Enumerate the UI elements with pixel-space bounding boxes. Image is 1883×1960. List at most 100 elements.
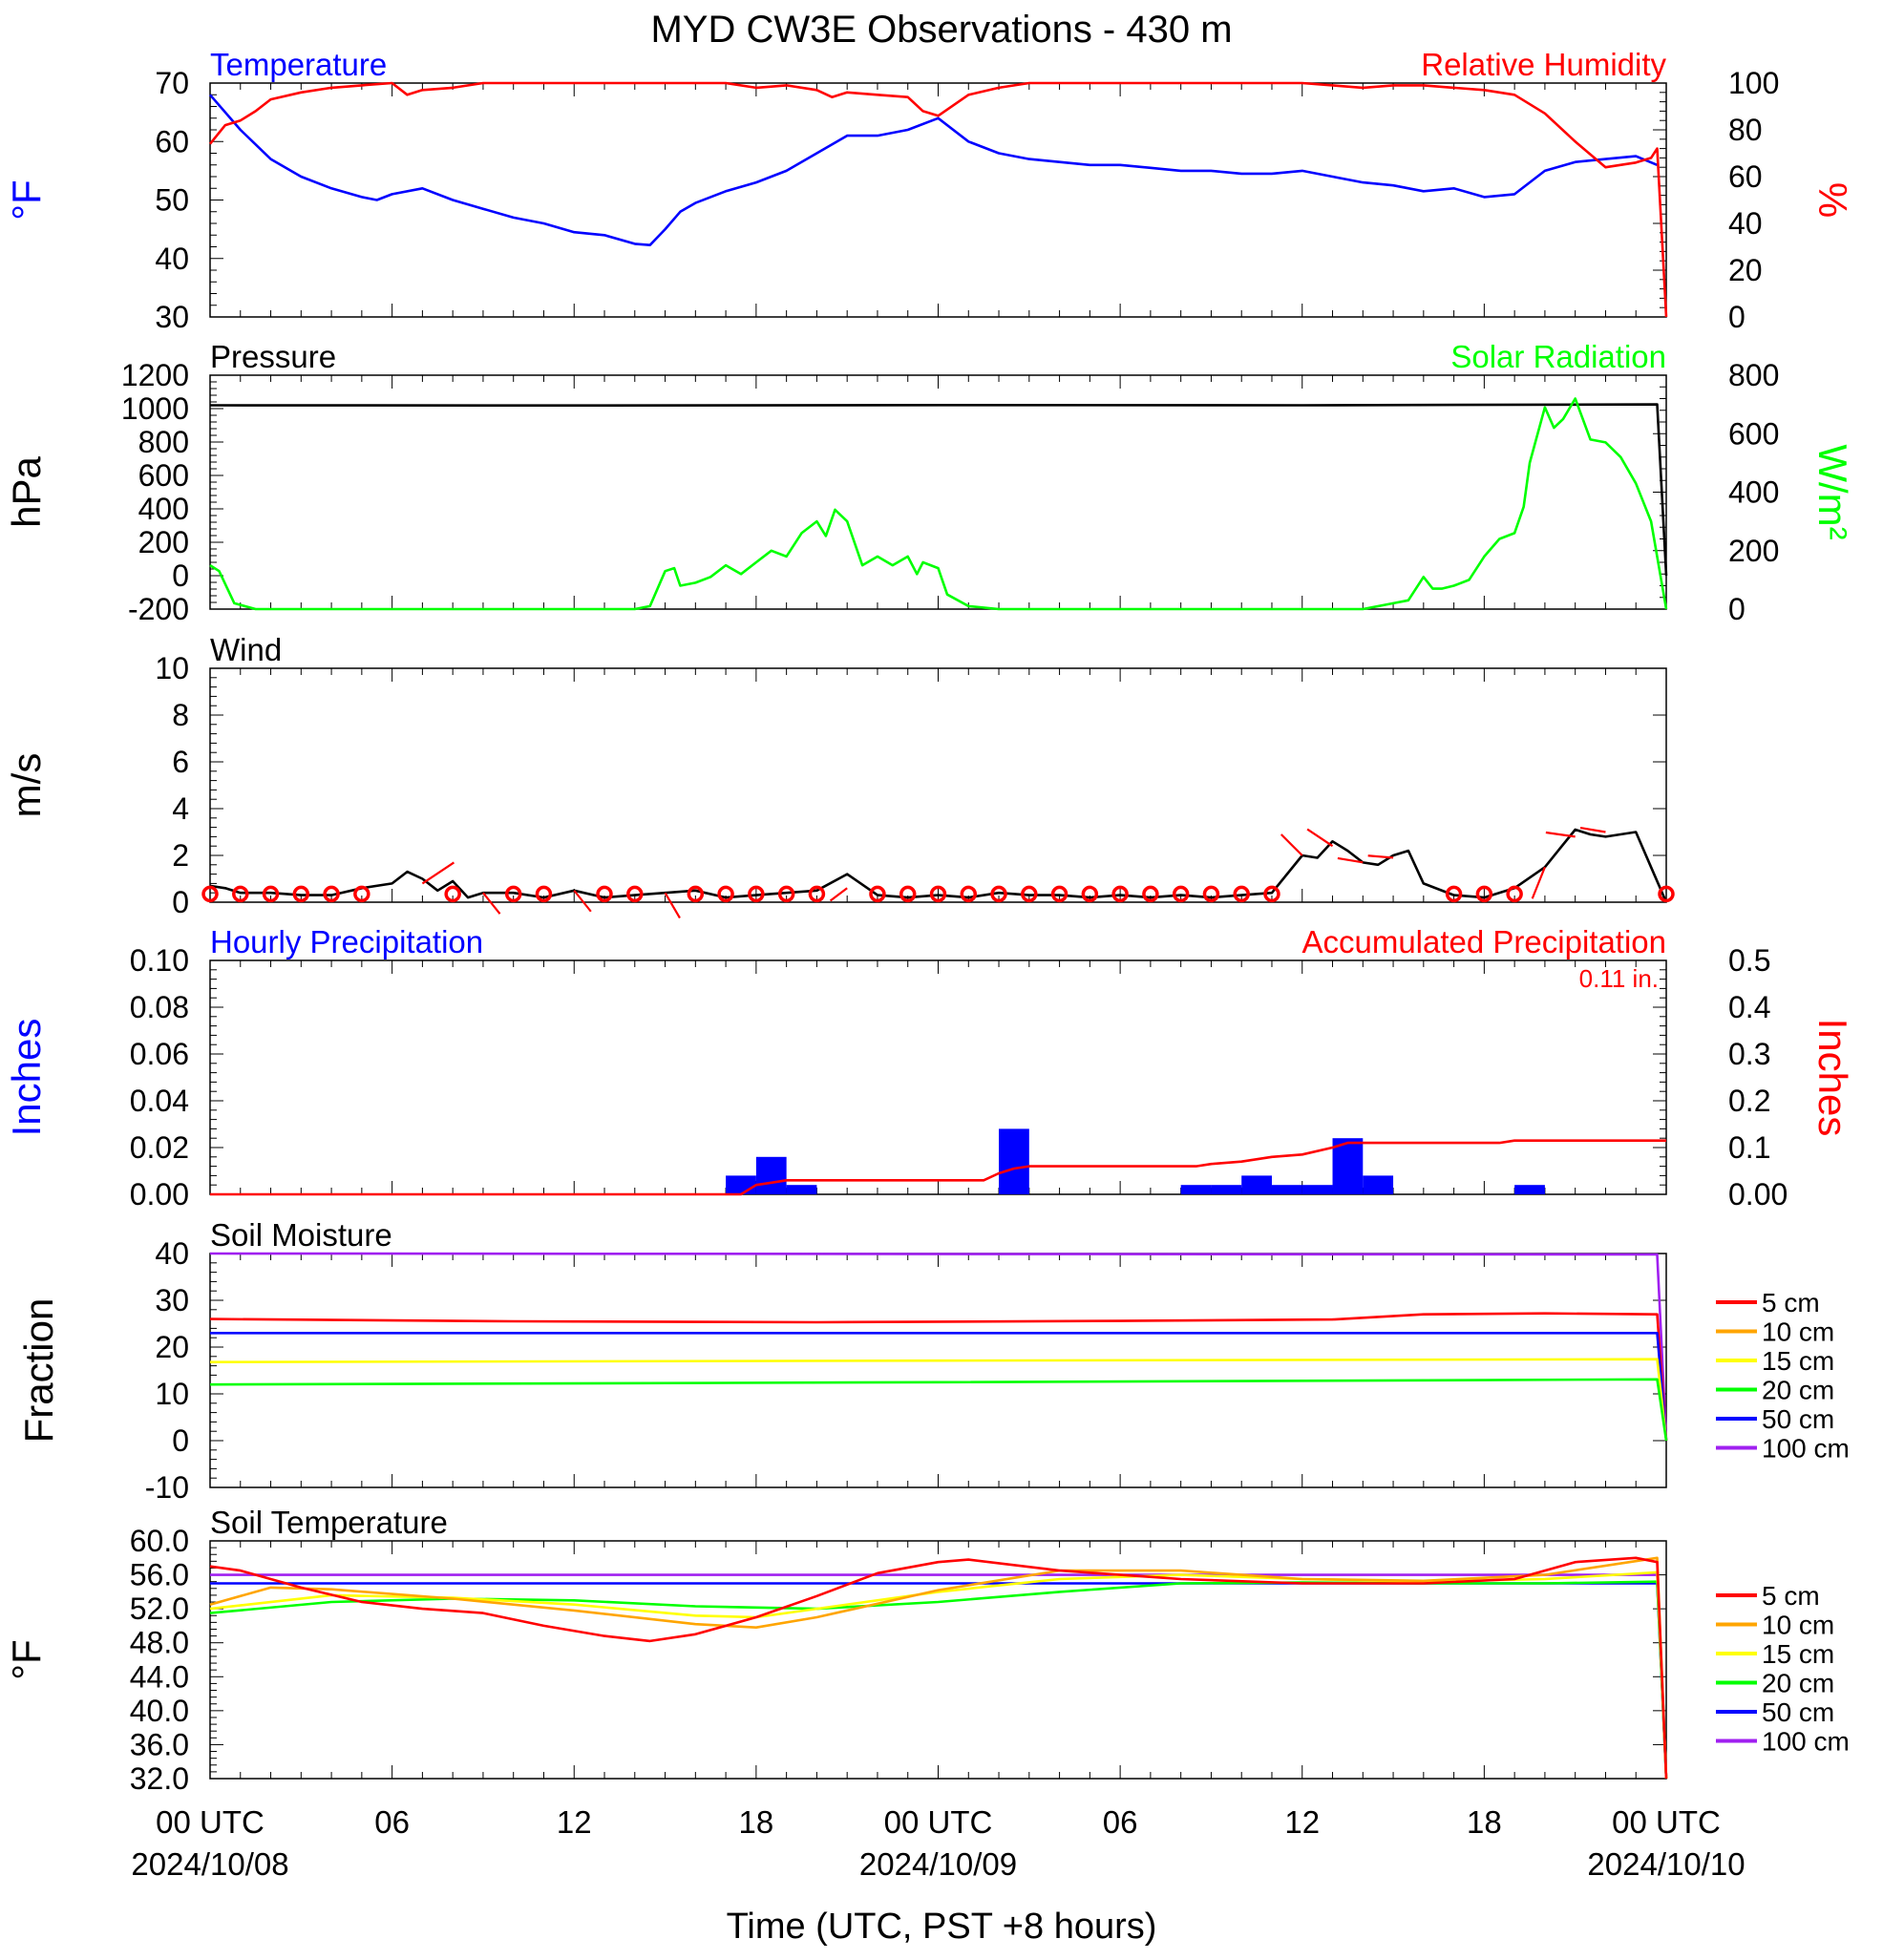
panel-title-right: Solar Radiation — [1450, 339, 1666, 374]
x-tick-label: 00 UTC — [884, 1804, 993, 1840]
y-tick-label-left: 0 — [172, 558, 189, 593]
y-tick-label-left: 20 — [155, 1330, 189, 1364]
calm-wind-marker — [1081, 885, 1099, 903]
precip-bar — [1241, 1175, 1272, 1194]
x-tick-date-label: 2024/10/08 — [131, 1846, 288, 1882]
y-tick-label-left: 0.00 — [130, 1177, 189, 1212]
x-tick-label: 06 — [1103, 1804, 1138, 1840]
y-tick-label-left: 8 — [172, 698, 189, 732]
wind-barb — [1531, 866, 1546, 899]
accumulated-total-label: 0.11 in. — [1579, 964, 1659, 993]
y-tick-label-left: 60 — [155, 124, 189, 158]
panel-title-left: Soil Moisture — [210, 1217, 392, 1253]
calm-wind-marker — [777, 885, 795, 903]
y-tick-label-left: 1200 — [121, 358, 189, 392]
series-line-100-cm — [209, 1252, 1668, 1442]
y-tick-label-right: 0.4 — [1728, 990, 1770, 1024]
y-axis-label-right: W/m² — [1810, 444, 1855, 539]
y-tick-label-left: 400 — [138, 492, 189, 526]
y-tick-label-right: 800 — [1728, 358, 1779, 392]
x-axis-label: Time (UTC, PST +8 hours) — [727, 1907, 1157, 1947]
calm-wind-marker — [262, 885, 280, 903]
legend-label: 10 cm — [1762, 1317, 1834, 1347]
y-tick-label-left: 32.0 — [130, 1761, 189, 1796]
calm-wind-marker — [808, 885, 826, 903]
panel-title-right: Accumulated Precipitation — [1301, 924, 1666, 959]
y-tick-label-left: 40 — [155, 242, 189, 276]
series-line-solar-radiation — [209, 397, 1668, 611]
y-tick-label-left: -200 — [128, 592, 189, 626]
precip-bar — [999, 1128, 1029, 1194]
legend-label: 20 cm — [1762, 1376, 1834, 1405]
series-line-20-cm — [209, 1580, 1668, 1780]
series-line-5-cm — [209, 1312, 1668, 1442]
x-tick-label: 18 — [1467, 1804, 1502, 1840]
series-line-temperature — [209, 94, 1658, 247]
panel-title-left: Wind — [210, 632, 282, 667]
panel-press_solar: -2000200400600800100012000200400600800Pr… — [4, 339, 1855, 626]
wind-barb — [482, 892, 501, 915]
y-tick-label-left: 800 — [138, 425, 189, 459]
y-tick-label-left: 200 — [138, 525, 189, 559]
y-tick-label-right: 80 — [1728, 113, 1763, 147]
legend-label: 5 cm — [1762, 1581, 1820, 1611]
legend-label: 50 cm — [1762, 1697, 1834, 1727]
calm-wind-marker — [717, 885, 734, 903]
legend-label: 15 cm — [1762, 1346, 1834, 1376]
wind-barb — [1579, 827, 1606, 833]
calm-wind-marker — [1445, 885, 1463, 903]
y-tick-label-left: 600 — [138, 458, 189, 493]
chart-title: MYD CW3E Observations - 430 m — [650, 9, 1232, 51]
panel-title-left: Hourly Precipitation — [210, 924, 483, 959]
x-tick-date-label: 2024/10/10 — [1587, 1846, 1745, 1882]
y-tick-label-right: 0 — [1728, 592, 1745, 626]
calm-wind-marker — [1233, 885, 1250, 903]
panel-soil_moisture: -10 0 10 20 30 40 Soil Moisture Fraction 5 cm10 … — [16, 1217, 1850, 1505]
wind-barb — [1280, 833, 1303, 856]
panel-title-left: Pressure — [210, 339, 336, 374]
y-tick-label-right: 20 — [1728, 253, 1763, 287]
plot-frame — [209, 374, 1667, 610]
series-line-5-cm — [209, 1556, 1668, 1780]
calm-wind-marker — [1506, 885, 1523, 903]
series-line-15-cm — [209, 1570, 1668, 1780]
plot-frame — [209, 667, 1667, 903]
y-tick-label-right: 0.5 — [1728, 943, 1770, 978]
calm-wind-marker — [1172, 885, 1190, 903]
wind-barb — [421, 861, 455, 885]
y-axis-label-left: hPa — [4, 455, 49, 527]
y-tick-label-left: 48.0 — [130, 1626, 189, 1660]
series-line-relative-humidity — [208, 81, 1668, 318]
y-tick-label-left: 40.0 — [130, 1694, 189, 1728]
y-axis-label-right: Inches — [1810, 1019, 1855, 1137]
plot-frame — [209, 1540, 1667, 1780]
y-axis-label-left: °F — [4, 1639, 49, 1679]
series-line-accumulated-precipitation — [210, 1139, 1666, 1196]
calm-wind-marker — [687, 885, 705, 903]
calm-wind-marker — [748, 885, 765, 903]
y-tick-label-left: 36.0 — [130, 1727, 189, 1761]
calm-wind-marker — [869, 885, 886, 903]
panel-title-right: Relative Humidity — [1421, 47, 1666, 82]
wind-barb — [573, 890, 592, 913]
y-tick-label-left: 0.06 — [130, 1037, 189, 1071]
y-tick-label-left: 70 — [155, 66, 189, 100]
y-tick-label-left: 1000 — [121, 391, 189, 426]
y-tick-label-left: 10 — [155, 1377, 189, 1411]
precip-bar — [1363, 1175, 1394, 1194]
y-tick-label-right: 40 — [1728, 206, 1763, 241]
precip-bar — [1332, 1138, 1364, 1194]
legend-label: 50 cm — [1762, 1404, 1834, 1434]
wind-barb — [1367, 854, 1394, 859]
calm-wind-marker — [292, 885, 310, 903]
calm-wind-marker — [201, 885, 219, 903]
wind-barb — [829, 887, 848, 902]
precip-bar — [786, 1185, 817, 1194]
legend-label: 100 cm — [1762, 1727, 1850, 1757]
y-axis-label-right: % — [1810, 182, 1855, 218]
calm-wind-marker — [353, 885, 370, 903]
y-tick-label-left: 44.0 — [130, 1659, 189, 1694]
calm-wind-marker — [899, 885, 917, 903]
calm-wind-marker — [960, 885, 978, 903]
